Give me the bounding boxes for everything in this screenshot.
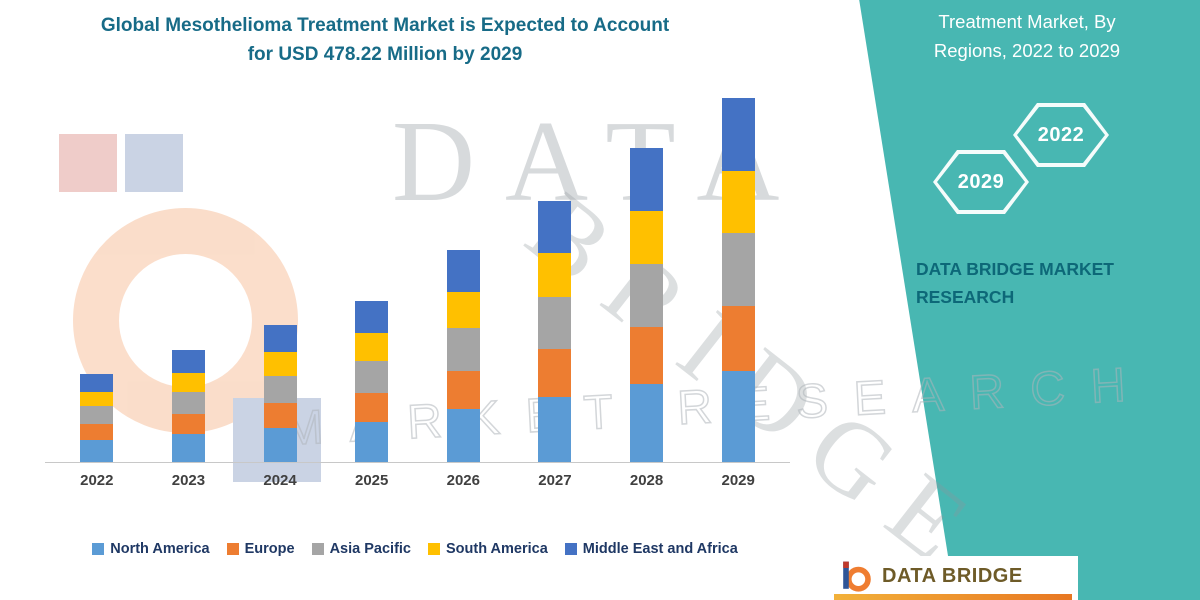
bar-segment-north-america-2027 (538, 396, 572, 462)
hexagon-fill: 2022 (1017, 107, 1105, 163)
bar-segment-europe-2027 (538, 349, 572, 397)
x-axis-label-2023: 2023 (171, 472, 206, 489)
bar-segment-europe-2023 (171, 414, 205, 434)
legend-label: Europe (244, 541, 295, 557)
x-axis-label-2029: 2029 (721, 472, 755, 489)
legend-swatch (92, 543, 105, 555)
bar-segment-south-america-2027 (538, 252, 572, 297)
legend-swatch (226, 543, 239, 555)
legend-label: Asia Pacific (329, 541, 411, 557)
bar-2028 (601, 147, 693, 462)
bar-segment-asia-pacific-2024 (263, 375, 297, 404)
hexagon-fill: 2029 (937, 154, 1025, 210)
legend-item-asia-pacific: Asia Pacific (311, 541, 411, 557)
bar-segment-middle-east-and-africa-2026 (446, 249, 480, 293)
footer-accent-bar (834, 594, 1072, 600)
x-axis-label-2024: 2024 (263, 472, 297, 489)
bar-2025 (326, 300, 418, 462)
bar-segment-asia-pacific-2028 (630, 264, 664, 328)
bar-segment-south-america-2026 (446, 292, 480, 329)
legend-swatch (311, 543, 324, 555)
x-axis-label-2027: 2027 (538, 472, 572, 489)
bar-segment-north-america-2026 (446, 408, 480, 462)
bar-segment-north-america-2024 (263, 427, 297, 462)
bar-plot (45, 95, 790, 463)
x-axis-label-2025: 2025 (355, 472, 389, 489)
bar-segment-asia-pacific-2029 (721, 232, 755, 306)
bar-2024 (234, 324, 326, 462)
x-axis-label-2026: 2026 (446, 472, 480, 489)
bar-segment-north-america-2029 (721, 371, 755, 462)
x-axis-label-2022: 2022 (80, 472, 114, 489)
legend-swatch (428, 543, 440, 555)
bar-segment-middle-east-and-africa-2022 (80, 374, 114, 392)
bar-segment-europe-2029 (721, 305, 755, 372)
bar-2029 (692, 97, 784, 462)
bar-segment-asia-pacific-2027 (538, 296, 572, 350)
bar-segment-south-america-2029 (721, 171, 755, 233)
hexagon-label-2022: 2022 (1037, 123, 1085, 146)
chart-title-line2: for USD 478.22 Million by 2029 (247, 43, 523, 65)
legend-label: South America (446, 541, 548, 557)
hexagon-badge-2022: 2022 (1013, 103, 1109, 167)
bar-segment-north-america-2022 (80, 439, 114, 462)
legend-label: Middle East and Africa (582, 541, 738, 557)
bar-segment-middle-east-and-africa-2025 (355, 300, 389, 334)
bar-segment-europe-2025 (355, 392, 389, 422)
bar-segment-north-america-2023 (171, 433, 205, 462)
bar-2026 (418, 249, 510, 462)
legend: North America Europe Asia Pacific South Ame… (40, 541, 790, 557)
hexagon-badge-2029: 2029 (933, 150, 1029, 214)
bar-segment-asia-pacific-2022 (80, 406, 114, 424)
legend-label: North America (110, 541, 210, 557)
legend-item-middle-east-and-africa: Middle East and Africa (564, 541, 738, 557)
hexagon-outline: 2029 (933, 150, 1029, 214)
bar-segment-asia-pacific-2026 (446, 328, 480, 371)
bar-2022 (51, 374, 143, 462)
hexagon-label-2029: 2029 (957, 170, 1005, 193)
bar-segment-europe-2028 (630, 327, 664, 384)
legend-item-north-america: North America (92, 541, 210, 557)
bar-2027 (509, 200, 601, 462)
bar-segment-south-america-2023 (171, 372, 205, 392)
bar-segment-europe-2024 (263, 403, 297, 428)
stacked-bar-chart: 2022 2023 2024 2025 2026 2027 2028 2029 (45, 95, 790, 489)
bar-segment-north-america-2028 (630, 383, 664, 462)
footer-logo: DATA BRIDGE (828, 556, 1078, 600)
bar-segment-middle-east-and-africa-2028 (630, 147, 664, 211)
bar-2023 (143, 350, 235, 462)
bar-segment-south-america-2024 (263, 352, 297, 376)
legend-swatch (564, 543, 577, 555)
x-axis-labels: 2022 2023 2024 2025 2026 2027 2028 2029 (45, 472, 790, 489)
bar-segment-middle-east-and-africa-2023 (171, 350, 205, 373)
bar-segment-asia-pacific-2025 (355, 360, 389, 393)
footer-brand-text: DATA BRIDGE (882, 564, 1023, 587)
bar-segment-europe-2026 (446, 370, 480, 409)
legend-item-south-america: South America (428, 541, 548, 557)
bar-segment-middle-east-and-africa-2024 (263, 324, 297, 353)
x-axis-label-2028: 2028 (629, 472, 664, 489)
bar-segment-asia-pacific-2023 (171, 391, 205, 415)
chart-title: Global Mesothelioma Treatment Market is … (20, 12, 750, 69)
bar-segment-south-america-2028 (630, 210, 664, 265)
bar-segment-europe-2022 (80, 423, 114, 440)
side-panel-title: Treatment Market, By Regions, 2022 to 20… (933, 11, 1121, 61)
bar-segment-middle-east-and-africa-2029 (721, 97, 755, 172)
data-bridge-logo-icon (843, 561, 871, 592)
chart-title-line1: Global Mesothelioma Treatment Market is … (100, 15, 670, 36)
bar-segment-south-america-2022 (80, 391, 114, 407)
bar-segment-middle-east-and-africa-2027 (538, 200, 572, 253)
legend-item-europe: Europe (226, 541, 295, 557)
panel-brand-text: DATA BRIDGE MARKET RESEARCH (916, 259, 1114, 307)
bar-segment-north-america-2025 (355, 421, 389, 462)
bar-segment-south-america-2025 (355, 333, 389, 361)
